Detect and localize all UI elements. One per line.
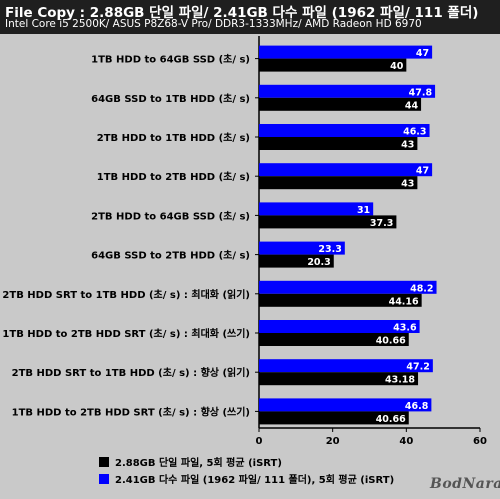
category-label: 2TB HDD to 1TB HDD (초/ s)	[97, 131, 250, 144]
bar-single-file	[259, 411, 409, 425]
category-label: 64GB SSD to 1TB HDD (초/ s)	[91, 92, 250, 105]
bar-multi-file	[259, 163, 433, 177]
bar-multi-file	[259, 84, 436, 98]
category-label: 1TB HDD to 2TB HDD (초/ s)	[97, 170, 250, 183]
bar-single-file	[259, 97, 422, 111]
legend: 2.88GB 단일 파일, 5회 평균 (iSRT) 2.41GB 다수 파일 …	[99, 453, 394, 487]
bar-single-file	[259, 372, 419, 386]
bar-single-file	[259, 137, 418, 150]
data-label: 40	[390, 61, 404, 72]
plot-area: 1TB HDD to 64GB SSD (초/ s) 47 40 64GB SSD t…	[0, 34, 500, 499]
legend-label: 2.88GB 단일 파일, 5회 평균 (iSRT)	[115, 458, 282, 469]
chart-subtitle: Intel Core i5 2500K/ ASUS P8Z68-V Pro/ D…	[5, 18, 422, 30]
legend-item-single-file: 2.88GB 단일 파일, 5회 평균 (iSRT)	[99, 453, 394, 470]
data-label: 37.3	[370, 218, 393, 229]
bar-multi-file	[259, 320, 420, 333]
legend-swatch-blue	[99, 473, 109, 484]
bodnara-logo: BodNara	[430, 476, 500, 492]
data-label: 20.3	[307, 257, 330, 268]
data-label: 43.18	[385, 375, 415, 386]
category-label: 64GB SSD to 2TB HDD (초/ s)	[91, 249, 250, 262]
bar-single-file	[259, 293, 422, 307]
data-label: 31	[357, 205, 370, 216]
data-label: 44.16	[389, 296, 419, 307]
chart-title: File Copy : 2.88GB 단일 파일/ 2.41GB 다수 파일 (…	[5, 5, 479, 21]
category-label: 1TB HDD to 64GB SSD (초/ s)	[91, 53, 250, 66]
data-label: 43	[401, 140, 414, 151]
chart-header: File Copy : 2.88GB 단일 파일/ 2.41GB 다수 파일 (…	[0, 0, 500, 34]
bar-single-file	[259, 58, 407, 72]
category-label: 1TB HDD to 2TB HDD SRT (초/ s) : 향상 (쓰기)	[12, 405, 250, 418]
bar-multi-file	[259, 202, 374, 216]
legend-label: 2.41GB 다수 파일 (1962 파일/ 111 폴더), 5회 평균 (i…	[115, 475, 395, 486]
bar-single-file	[259, 254, 334, 268]
data-label: 44	[405, 100, 419, 111]
bar-multi-file	[259, 280, 437, 294]
bar-multi-file	[259, 241, 345, 255]
data-label: 47	[416, 166, 429, 177]
x-tick-label: 0	[256, 436, 263, 447]
x-tick-label: 40	[399, 436, 413, 447]
category-label: 2TB HDD SRT to 1TB HDD (초/ s) : 최대화 (읽기)	[2, 288, 250, 301]
x-tick-label: 60	[473, 436, 487, 447]
bar-multi-file	[259, 398, 432, 412]
legend-swatch-black	[99, 456, 109, 467]
bar-multi-file	[259, 45, 433, 59]
bar-single-file	[259, 176, 418, 190]
data-label: 43	[401, 179, 414, 190]
bar-multi-file	[259, 124, 430, 137]
legend-item-multi-file: 2.41GB 다수 파일 (1962 파일/ 111 폴더), 5회 평균 (i…	[99, 470, 394, 487]
category-label: 2TB HDD to 64GB SSD (초/ s)	[91, 209, 250, 222]
data-label: 48.2	[410, 283, 433, 294]
bar-multi-file	[259, 359, 433, 373]
data-label: 46.8	[405, 401, 429, 412]
bar-chart: 1TB HDD to 64GB SSD (초/ s) 47 40 64GB SSD t…	[2, 36, 487, 447]
category-label: 1TB HDD to 2TB HDD SRT (초/ s) : 최대화 (쓰기)	[2, 327, 250, 340]
data-label: 43.6	[393, 323, 417, 334]
data-label: 46.3	[403, 127, 426, 138]
bar-single-file	[259, 333, 409, 346]
data-label: 40.66	[376, 336, 406, 347]
data-label: 47	[416, 48, 429, 59]
data-label: 40.66	[376, 414, 406, 425]
bar-single-file	[259, 215, 397, 229]
data-label: 23.3	[318, 244, 341, 255]
data-label: 47.2	[406, 362, 429, 373]
data-label: 47.8	[409, 87, 433, 98]
x-tick-label: 20	[326, 436, 340, 447]
category-label: 2TB HDD SRT to 1TB HDD (초/ s) : 향상 (읽기)	[12, 366, 250, 379]
